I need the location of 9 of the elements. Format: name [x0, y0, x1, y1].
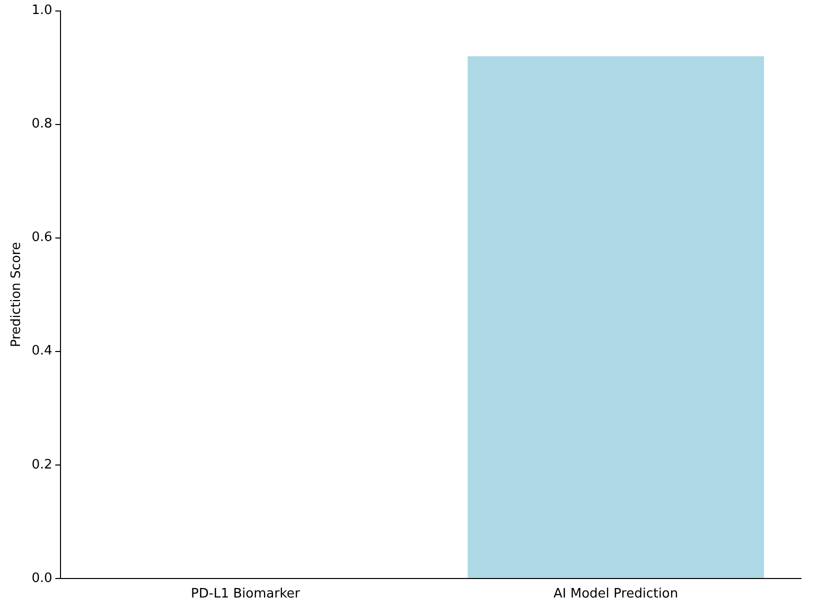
- y-tick-label: 0.2: [32, 457, 52, 472]
- x-tick-label: AI Model Prediction: [554, 586, 678, 602]
- y-tick-label: 0.6: [32, 230, 52, 246]
- y-tick-label: 1.0: [32, 3, 52, 18]
- y-axis-title: Prediction Score: [9, 242, 24, 348]
- y-tick-label: 0.4: [32, 344, 52, 359]
- y-tick-label: 0.8: [32, 116, 52, 132]
- x-tick-label: PD-L1 Biomarker: [190, 586, 301, 602]
- y-tick-label: 0.0: [32, 570, 52, 586]
